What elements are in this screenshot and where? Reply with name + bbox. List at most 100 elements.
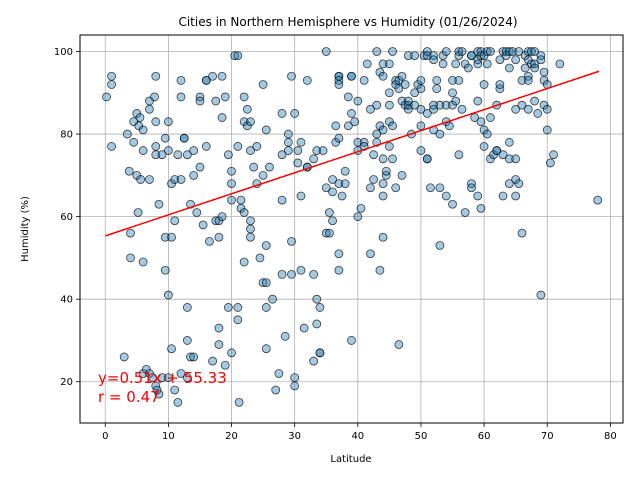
data-point xyxy=(545,158,555,168)
data-point xyxy=(403,51,413,61)
data-point xyxy=(523,76,533,85)
data-point xyxy=(220,92,230,102)
data-point xyxy=(233,315,243,325)
data-point xyxy=(315,348,325,358)
data-point xyxy=(321,228,331,238)
data-point xyxy=(388,121,397,131)
data-point xyxy=(290,381,300,391)
data-point xyxy=(372,100,382,110)
data-point xyxy=(353,212,363,222)
data-point xyxy=(422,51,432,61)
data-point xyxy=(350,117,360,127)
data-point xyxy=(391,183,401,193)
data-point xyxy=(353,96,363,106)
data-point xyxy=(249,162,259,172)
data-point xyxy=(397,71,407,81)
data-point xyxy=(217,113,227,122)
data-point xyxy=(135,113,145,122)
data-point xyxy=(372,47,382,56)
data-point xyxy=(394,340,404,349)
regression-equation: y=0.51x + 55.33 xyxy=(98,369,227,387)
data-point xyxy=(157,150,167,160)
data-point xyxy=(160,265,170,275)
chart-title: Cities in Northern Hemisphere vs Humidit… xyxy=(178,15,517,29)
correlation-value: r = 0.47 xyxy=(98,388,160,406)
data-point xyxy=(378,71,388,81)
data-point xyxy=(495,55,505,65)
data-point xyxy=(277,150,287,160)
data-point xyxy=(283,146,293,155)
data-point xyxy=(444,121,454,131)
data-point xyxy=(176,92,186,102)
data-point xyxy=(328,187,337,197)
data-point xyxy=(476,203,486,213)
x-tick-label: 50 xyxy=(415,431,428,442)
data-point xyxy=(208,71,217,81)
data-point xyxy=(201,142,211,151)
data-point xyxy=(107,142,116,151)
data-point xyxy=(170,175,180,184)
data-point xyxy=(151,71,161,81)
data-point xyxy=(378,191,388,201)
data-point xyxy=(426,183,435,193)
data-point xyxy=(223,150,233,160)
data-point xyxy=(451,96,461,106)
data-point xyxy=(309,356,319,366)
data-point xyxy=(277,109,287,118)
x-tick-label: 0 xyxy=(102,431,108,442)
data-point xyxy=(214,232,224,242)
data-point xyxy=(486,47,495,56)
data-point xyxy=(362,59,372,69)
data-point xyxy=(343,92,353,102)
data-point xyxy=(340,166,350,176)
data-point xyxy=(246,146,255,155)
data-point xyxy=(271,385,281,395)
data-point xyxy=(448,199,457,209)
data-point xyxy=(246,232,255,242)
data-point xyxy=(394,84,404,94)
x-axis-label: Latitude xyxy=(330,454,371,465)
data-point xyxy=(234,397,244,407)
data-point xyxy=(274,369,284,378)
data-point xyxy=(211,216,221,226)
data-point xyxy=(549,150,558,160)
data-point xyxy=(321,47,331,56)
data-point xyxy=(133,208,143,217)
data-point xyxy=(214,340,224,349)
data-point xyxy=(201,76,211,85)
data-point xyxy=(126,228,135,238)
x-tick-label: 30 xyxy=(288,431,301,442)
data-point xyxy=(492,146,502,155)
data-point xyxy=(511,55,521,65)
data-point xyxy=(211,96,221,106)
data-point xyxy=(504,47,514,56)
data-point xyxy=(233,303,243,312)
data-point xyxy=(432,84,442,94)
data-point xyxy=(536,290,546,300)
data-point xyxy=(473,191,483,201)
x-tick-label: 40 xyxy=(351,431,364,442)
data-point xyxy=(152,385,162,395)
data-point xyxy=(239,92,249,102)
data-point xyxy=(369,150,378,160)
data-point xyxy=(328,216,337,226)
data-point xyxy=(302,76,312,85)
data-point xyxy=(416,84,426,94)
data-point xyxy=(366,249,375,259)
data-point xyxy=(347,109,356,118)
data-point xyxy=(476,51,486,61)
data-point xyxy=(173,397,183,407)
data-point xyxy=(388,47,397,56)
grid-lines xyxy=(80,35,623,423)
data-point xyxy=(328,175,337,184)
data-point xyxy=(347,71,356,81)
data-point xyxy=(258,278,268,288)
data-point xyxy=(517,76,527,85)
data-point xyxy=(182,373,192,382)
data-point xyxy=(102,92,111,102)
data-point xyxy=(498,150,508,160)
data-point xyxy=(451,59,461,69)
data-point xyxy=(136,175,146,184)
data-point xyxy=(482,129,492,139)
data-point xyxy=(145,175,154,184)
